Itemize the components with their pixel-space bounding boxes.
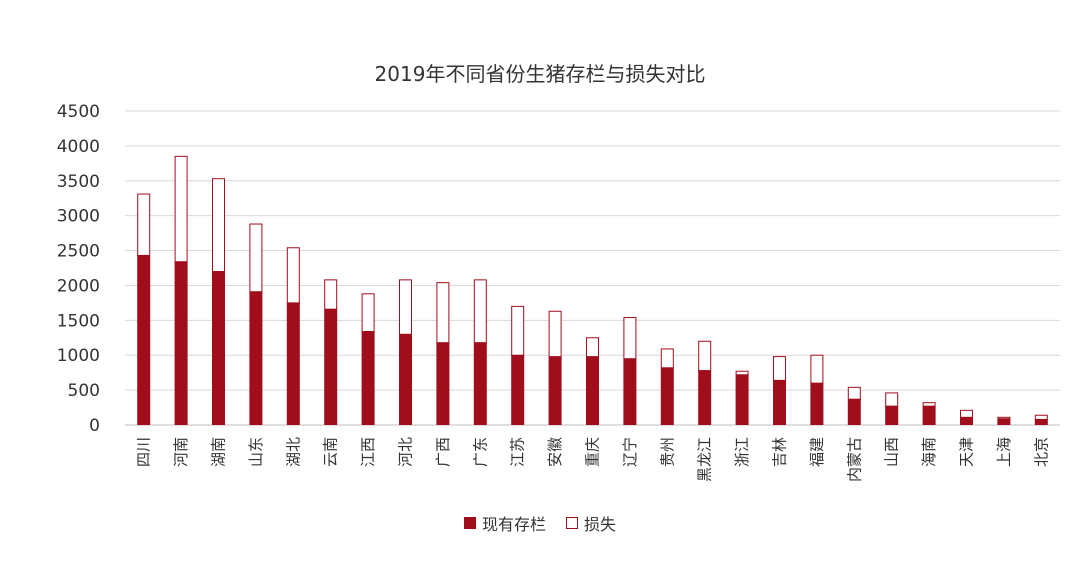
bar-existing [511, 355, 525, 425]
bar-existing [286, 302, 300, 425]
y-tick-label: 0 [89, 416, 100, 436]
legend-item-existing: 现有存栏 [463, 511, 546, 535]
bar-loss [361, 293, 375, 332]
legend: 现有存栏 损失 [0, 511, 1080, 535]
bar-loss [286, 247, 300, 304]
bar-existing [773, 380, 786, 425]
bar-existing [922, 406, 936, 425]
bar-existing [810, 383, 824, 425]
bar-loss [249, 223, 263, 293]
x-tick-label: 上海 [995, 437, 1013, 467]
bar-loss [885, 392, 899, 407]
bar-existing [623, 358, 637, 425]
x-tick-label: 重庆 [584, 437, 602, 467]
bar-loss [735, 370, 749, 376]
x-tick-label: 山西 [883, 437, 901, 467]
bar-existing [548, 356, 562, 425]
x-tick-label: 北京 [1032, 437, 1050, 467]
bar-loss [511, 305, 525, 356]
bar-loss [1034, 414, 1048, 420]
bar-loss [698, 340, 712, 372]
x-tick-label: 湖南 [210, 437, 228, 467]
bar-loss [847, 386, 861, 400]
bar-existing [997, 418, 1011, 425]
bar-existing [324, 309, 338, 425]
x-tick-label: 广西 [434, 437, 452, 467]
bar-loss [623, 317, 637, 360]
legend-swatch-loss [566, 517, 578, 529]
legend-label-existing: 现有存栏 [481, 515, 546, 534]
y-tick-label: 4500 [57, 102, 100, 122]
x-tick-label: 云南 [322, 437, 340, 467]
bar-existing [212, 271, 225, 425]
x-tick-label: 福建 [808, 437, 826, 467]
bar-loss [660, 348, 674, 369]
x-tick-label: 河南 [172, 437, 190, 467]
bar-loss [137, 193, 151, 256]
bar-existing [249, 291, 263, 425]
x-tick-label: 山东 [247, 437, 265, 467]
bar-existing [735, 374, 749, 425]
x-tick-label: 江苏 [509, 437, 527, 467]
x-tick-label: 天津 [958, 437, 976, 467]
chart-title: 2019年不同省份生猪存栏与损失对比 [374, 62, 706, 86]
bar-existing [847, 399, 861, 425]
bar-existing [885, 406, 899, 425]
bar-loss [174, 155, 188, 263]
x-tick-label: 湖北 [284, 437, 302, 467]
x-tick-label: 内蒙古 [845, 437, 863, 482]
legend-swatch-existing [463, 517, 476, 529]
x-tick-label: 安徽 [546, 437, 564, 467]
bar-existing [1034, 419, 1048, 425]
bar-existing [960, 417, 973, 425]
bar-loss [473, 279, 487, 344]
y-tick-label: 2500 [57, 242, 100, 262]
x-tick-label: 浙江 [733, 437, 751, 467]
bar-existing [361, 331, 375, 425]
x-tick-label: 吉林 [771, 437, 789, 467]
x-tick-label: 辽宁 [621, 437, 639, 467]
bar-loss [324, 279, 338, 310]
bar-existing [436, 342, 450, 425]
x-tick-label: 海南 [920, 437, 938, 467]
bar-loss [586, 337, 599, 358]
bar-existing [399, 334, 412, 425]
bar-loss [997, 416, 1011, 420]
y-tick-label: 3000 [57, 207, 100, 227]
legend-item-loss: 损失 [566, 511, 616, 535]
x-tick-label: 贵州 [658, 437, 676, 467]
y-tick-label: 4000 [57, 137, 100, 157]
x-tick-label: 广东 [471, 437, 489, 467]
y-tick-label: 1500 [57, 311, 100, 331]
bar-existing [137, 255, 151, 425]
legend-label-loss: 损失 [584, 515, 617, 534]
x-tick-label: 黑龙江 [696, 437, 714, 482]
bar-existing [660, 367, 674, 425]
bar-loss [960, 409, 973, 418]
bar-loss [810, 354, 824, 384]
bar-existing [586, 356, 599, 425]
y-tick-label: 500 [68, 381, 100, 401]
bar-loss [922, 402, 936, 407]
bar-existing [174, 261, 188, 425]
y-tick-label: 1000 [57, 346, 100, 366]
bar-loss [773, 356, 786, 381]
bar-loss [212, 178, 225, 272]
x-tick-label: 河北 [397, 437, 415, 467]
y-tick-label: 3500 [57, 172, 100, 192]
x-tick-label: 江西 [359, 437, 377, 467]
bar-loss [399, 279, 412, 335]
bar-existing [473, 342, 487, 425]
x-tick-label: 四川 [135, 437, 153, 467]
y-tick-label: 2000 [57, 276, 100, 296]
bar-loss [436, 282, 450, 344]
bar-existing [698, 370, 712, 425]
bar-loss [548, 310, 562, 358]
